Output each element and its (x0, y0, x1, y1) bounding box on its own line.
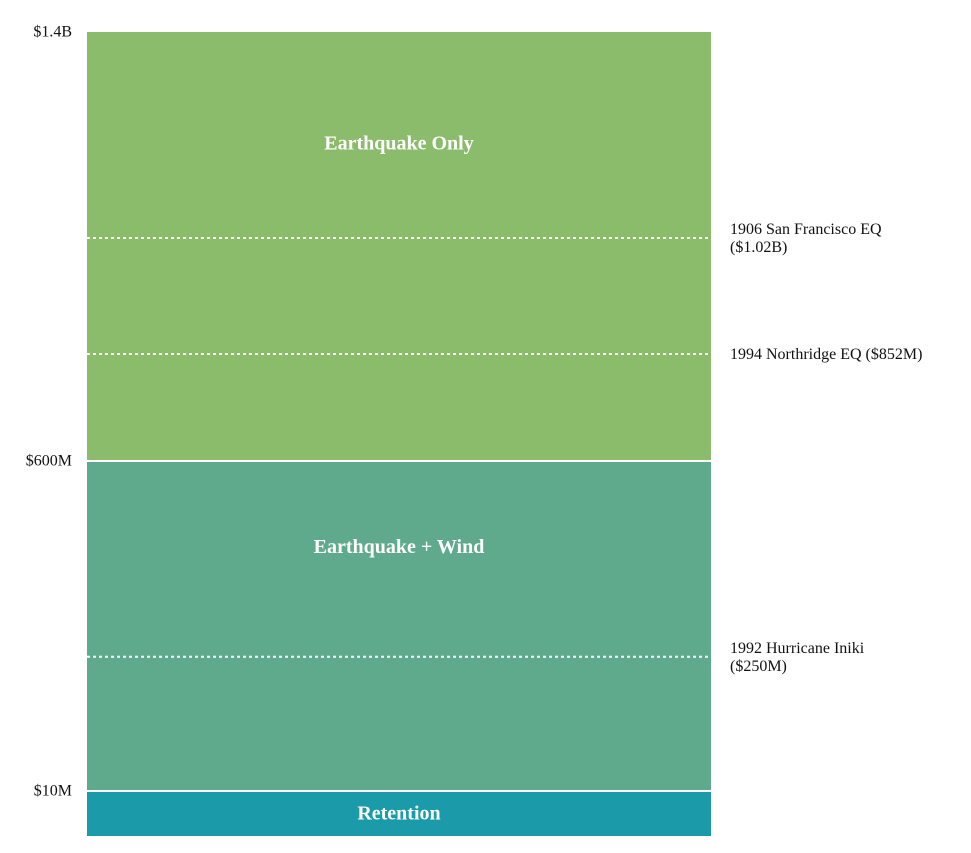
layer-label-earthquake-wind: Earthquake + Wind (314, 536, 485, 558)
event-label-2: 1992 Hurricane Iniki ($250M) (730, 639, 865, 674)
layers: Retention Earthquake + Wind Earthquake Onl… (87, 32, 711, 836)
layer-label-earthquake-only: Earthquake Only (324, 133, 473, 155)
y-tick-label: $600M (26, 453, 72, 470)
event-label-line: ($250M) (730, 657, 787, 674)
event-label-line: 1906 San Francisco EQ (730, 221, 882, 238)
event-label-0: 1906 San Francisco EQ ($1.02B) (730, 221, 882, 256)
event-markers: 1906 San Francisco EQ ($1.02B) 1994 Northr… (87, 221, 922, 674)
layer-retention (87, 791, 711, 836)
layer-label-retention: Retention (357, 803, 440, 825)
event-label-1: 1994 Northridge EQ ($852M) (730, 346, 922, 363)
layer-earthquake-only (87, 32, 711, 461)
y-axis-ticks: $1.4B $600M $10M (26, 24, 72, 800)
event-label-line: 1994 Northridge EQ ($852M) (730, 346, 922, 363)
event-label-line: 1992 Hurricane Iniki (730, 639, 865, 656)
y-tick-label: $1.4B (33, 24, 72, 41)
y-tick-label: $10M (34, 783, 72, 800)
event-label-line: ($1.02B) (730, 239, 787, 256)
layer-earthquake-wind (87, 461, 711, 791)
